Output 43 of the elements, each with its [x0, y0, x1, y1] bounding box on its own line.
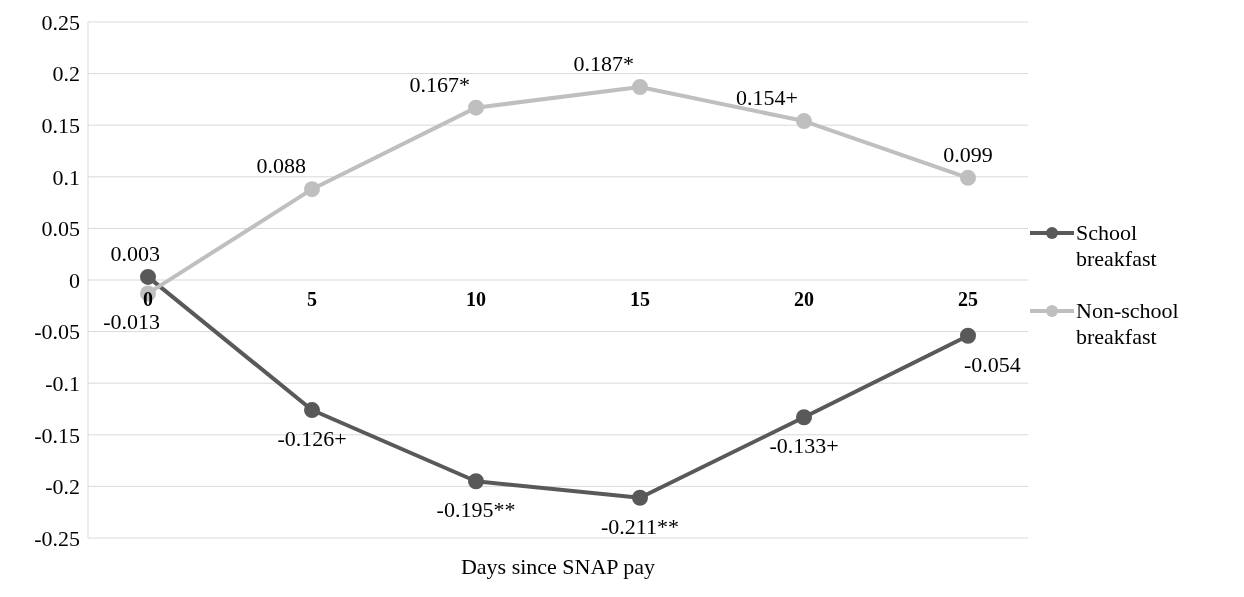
y-tick-label: 0.25: [41, 9, 80, 35]
point: [468, 99, 484, 116]
point: [632, 489, 648, 506]
legend-label: School breakfast: [1076, 220, 1158, 272]
y-tick-label: -0.15: [34, 422, 80, 448]
y-tick-label: -0.1: [45, 371, 80, 397]
data-label: 0.154+: [736, 85, 798, 111]
data-label: 0.003: [110, 240, 160, 266]
data-label: -0.126+: [277, 426, 347, 452]
y-tick-label: -0.05: [34, 319, 80, 345]
data-label: 0.099: [943, 141, 993, 167]
x-tick-label: 10: [466, 288, 486, 310]
data-label: 0.088: [256, 153, 306, 179]
y-tick-label: -0.2: [45, 474, 80, 500]
data-label: -0.133+: [769, 433, 839, 459]
x-tick-label: 20: [794, 288, 814, 310]
y-tick-label: 0.15: [41, 113, 80, 139]
point: [468, 473, 484, 490]
point: [796, 409, 812, 426]
point: [960, 169, 976, 186]
point: [304, 181, 320, 198]
x-tick-label: 25: [958, 288, 978, 310]
y-tick-label: 0.05: [41, 216, 80, 242]
point: [796, 113, 812, 130]
point: [140, 268, 156, 285]
data-label: -0.211**: [600, 513, 680, 539]
x-axis-title: Days since SNAP pay: [460, 554, 656, 579]
y-tick-label: 0.2: [52, 61, 80, 87]
y-tick-label: 0.1: [52, 164, 80, 190]
point: [960, 327, 976, 344]
x-tick-label: 0: [143, 288, 153, 310]
legend-label: Non-school breakfast: [1076, 298, 1180, 350]
point: [632, 79, 648, 96]
data-label: -0.013: [103, 309, 160, 335]
data-label: 0.187*: [573, 51, 634, 77]
y-tick-label: 0: [69, 267, 80, 293]
x-tick-label: 15: [630, 288, 650, 310]
point: [304, 402, 320, 419]
data-label: 0.167*: [409, 71, 470, 97]
x-tick-label: 5: [307, 288, 317, 310]
data-label: -0.195**: [436, 497, 516, 523]
y-tick-label: -0.25: [34, 525, 80, 551]
data-label: -0.054: [964, 351, 1021, 377]
